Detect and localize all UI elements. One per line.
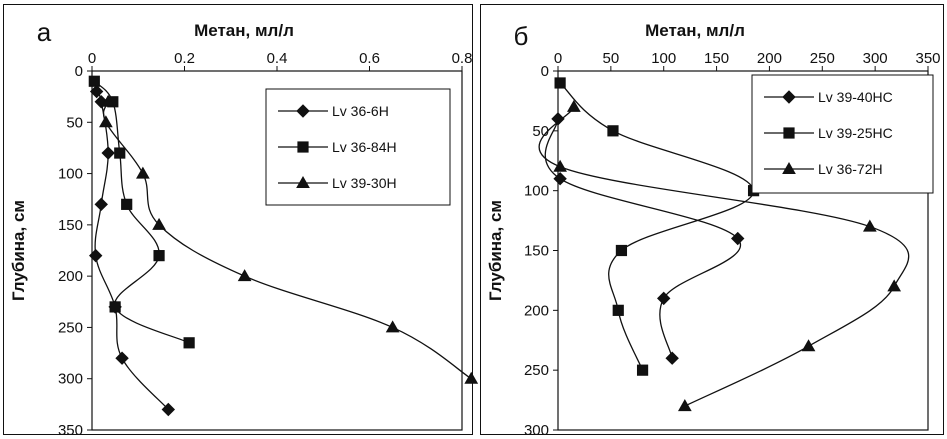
data-point-a-0-4 — [88, 248, 103, 263]
data-point-b-2-2 — [862, 219, 877, 232]
x-tick-label-b-7: 350 — [915, 50, 940, 67]
data-point-a-0-3 — [94, 197, 108, 212]
x-tick-label-a-4: 0.8 — [452, 50, 473, 67]
data-point-a-1-3 — [121, 198, 133, 210]
y-tick-label-a-7: 350 — [58, 422, 83, 439]
x-tick-label-b-3: 150 — [704, 50, 729, 67]
series-line-b-1 — [559, 82, 755, 371]
data-point-b-0-0 — [551, 112, 565, 126]
data-point-b-1-4 — [612, 304, 624, 316]
y-tick-label-a-6: 300 — [58, 371, 83, 388]
panel-label-b: б — [514, 21, 529, 51]
x-tick-label-b-6: 300 — [863, 50, 888, 67]
legend-label-b-1: Lv 39-25HC — [818, 125, 893, 141]
y-axis-title-a: Глубина, см — [9, 200, 28, 301]
x-tick-label-b-4: 200 — [757, 50, 782, 67]
x-tick-label-b-2: 100 — [651, 50, 676, 67]
data-point-b-2-4 — [801, 339, 816, 352]
data-point-b-0-4 — [665, 351, 679, 365]
legend-b — [751, 74, 934, 194]
data-point-b-0-3 — [657, 291, 671, 306]
data-point-b-2-0 — [566, 99, 581, 112]
legend-label-a-0: Lv 36-6H — [332, 103, 389, 119]
x-tick-label-a-1: 0.2 — [174, 50, 195, 67]
data-point-a-2-6 — [464, 371, 479, 384]
y-tick-label-b-0: 0 — [541, 63, 549, 80]
legend-marker-a-0 — [296, 104, 310, 118]
x-tick-label-a-0: 0 — [88, 50, 96, 67]
data-point-a-0-2 — [101, 146, 115, 160]
chart-panel-b: 0 50 100 150 200 250 300 350 0 50 100 150 200 250 300 М… — [480, 4, 944, 439]
x-tick-label-b-5: 250 — [810, 50, 835, 67]
panel-label-a: а — [37, 17, 52, 47]
y-tick-label-b-5: 250 — [524, 362, 549, 379]
series-line-b-2 — [538, 106, 910, 407]
y-tick-label-a-5: 250 — [58, 319, 83, 336]
x-tick-label-a-3: 0.6 — [359, 50, 380, 67]
x-axis-title-b: Метан, мл/л — [645, 21, 745, 40]
data-point-a-2-0 — [101, 94, 116, 107]
legend-label-a-2: Lv 39-30H — [332, 175, 397, 191]
data-point-b-2-3 — [887, 279, 902, 292]
y-tick-label-b-3: 150 — [524, 243, 549, 260]
data-point-a-0-6 — [115, 351, 129, 365]
y-tick-label-a-0: 0 — [75, 63, 83, 80]
y-tick-label-b-4: 200 — [524, 302, 549, 319]
y-tick-label-a-4: 200 — [58, 268, 83, 285]
chart-panel-a: 0 0.2 0.4 0.6 0.8 0 50 100 150 200 250 300 350 Метан,… — [3, 4, 479, 439]
x-tick-label-a-2: 0.4 — [267, 50, 288, 67]
y-tick-label-a-1: 50 — [66, 114, 83, 131]
y-axis-title-b: Глубина, см — [486, 200, 505, 301]
data-point-a-2-5 — [385, 320, 400, 333]
legend-label-b-2: Lv 36-72H — [818, 161, 883, 177]
y-tick-label-b-1: 50 — [532, 123, 549, 140]
y-tick-label-a-3: 150 — [58, 217, 83, 234]
legend-marker-b-0 — [782, 90, 796, 104]
data-point-a-1-5 — [109, 301, 121, 313]
x-axis-title-a: Метан, мл/л — [194, 21, 294, 40]
data-point-b-1-0 — [554, 77, 566, 89]
data-point-b-2-5 — [677, 399, 692, 412]
legend-label-a-1: Lv 36-84H — [332, 139, 397, 155]
data-point-b-0-1 — [553, 171, 567, 186]
data-point-a-2-3 — [152, 217, 166, 230]
data-point-a-1-4 — [153, 250, 165, 262]
data-point-b-0-2 — [731, 231, 745, 246]
x-tick-label-b-0: 0 — [554, 50, 562, 67]
legend-marker-b-1 — [783, 127, 795, 139]
data-point-a-0-0 — [89, 84, 104, 99]
data-point-a-2-4 — [237, 269, 252, 282]
data-point-b-1-3 — [615, 244, 628, 257]
data-point-a-0-7 — [161, 402, 176, 417]
data-point-a-1-0 — [88, 75, 100, 87]
data-point-a-2-2 — [136, 166, 150, 179]
legend-marker-a-2 — [296, 175, 310, 188]
data-point-b-2-1 — [553, 159, 567, 172]
data-point-b-1-5 — [636, 364, 649, 376]
legend-marker-b-2 — [782, 161, 796, 174]
data-point-b-1-1 — [607, 125, 619, 137]
chart-a-svg: 0 0.2 0.4 0.6 0.8 0 50 100 150 200 250 300 350 Метан,… — [9, 17, 479, 439]
data-point-a-2-1 — [99, 115, 113, 128]
y-tick-label-a-2: 100 — [58, 166, 83, 183]
legend-marker-a-1 — [297, 141, 309, 153]
data-point-a-1-6 — [183, 337, 195, 349]
x-tick-label-b-1: 50 — [603, 50, 620, 67]
y-tick-label-b-2: 100 — [524, 183, 549, 200]
y-tick-label-b-6: 300 — [524, 422, 549, 439]
legend-label-b-0: Lv 39-40HC — [818, 89, 893, 105]
chart-b-svg: 0 50 100 150 200 250 300 350 0 50 100 150 200 250 300 М… — [486, 21, 941, 439]
data-point-a-1-2 — [114, 147, 126, 159]
